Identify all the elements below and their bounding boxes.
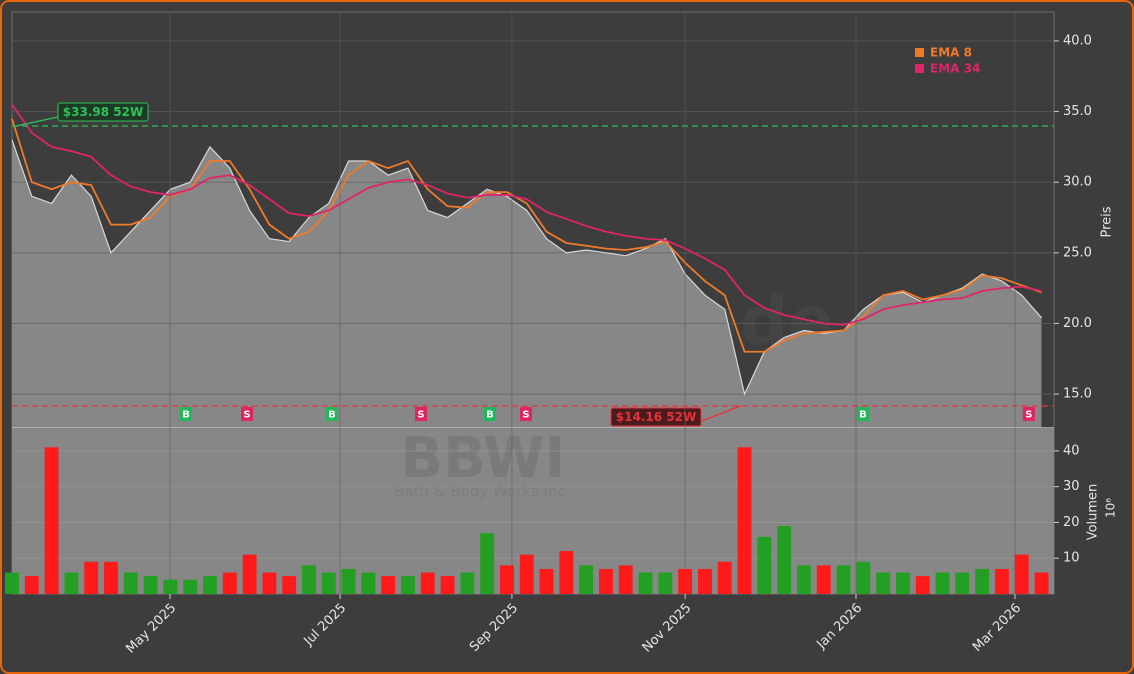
signal-label: B (328, 410, 336, 421)
volume-bar (44, 447, 59, 594)
volume-bar (935, 572, 950, 594)
y-tick-label: 30 (1063, 479, 1080, 494)
volume-bar (658, 572, 673, 594)
legend-swatch (915, 64, 924, 73)
volume-bar (84, 561, 99, 594)
y-tick-label: 25.0 (1063, 245, 1092, 260)
signal-marker (1022, 407, 1035, 421)
volume-bar (440, 576, 455, 594)
volume-bar (143, 576, 158, 594)
annotation-arrow (698, 405, 741, 423)
signal-marker (325, 407, 338, 421)
y-tick-label: 10 (1063, 551, 1080, 566)
volume-bar (698, 568, 712, 594)
signal-label: B (859, 410, 867, 421)
volume-bar (737, 447, 752, 594)
volume-bar (915, 576, 930, 594)
annotation-label: $14.16 52W (616, 410, 696, 424)
signal-marker (483, 407, 496, 421)
annotation-label: $33.98 52W (63, 105, 143, 119)
signal-marker (241, 407, 254, 421)
signal-label: S (243, 410, 250, 421)
volume-bar (618, 565, 633, 594)
annotation-box (610, 407, 702, 427)
volume-bar (1034, 572, 1049, 594)
volume-bar (104, 561, 118, 594)
volume-bar (539, 568, 554, 594)
price-line (11, 139, 1042, 396)
volume-bar (638, 572, 653, 594)
volume-bar (599, 568, 613, 594)
volume-bar (1014, 554, 1029, 594)
volume-bar (302, 565, 316, 594)
y-tick-label: 40 (1063, 443, 1080, 458)
y-tick-label: 40.0 (1063, 33, 1092, 48)
y-tick-label: 35.0 (1063, 104, 1092, 119)
volume-bar (203, 576, 217, 594)
y-axis-unit: 10⁶ (1104, 498, 1118, 518)
volume-bar (975, 568, 990, 594)
volume-bar (678, 568, 693, 594)
volume-bar (995, 568, 1009, 594)
signal-marker (519, 407, 532, 421)
volume-bar (480, 533, 495, 594)
volume-bar (5, 572, 19, 594)
volume-bar (420, 572, 435, 594)
price-area (12, 139, 1042, 428)
volume-bar (24, 576, 39, 594)
signal-marker (856, 407, 869, 421)
volume-bar (519, 554, 534, 594)
volume-bar (361, 572, 376, 594)
legend-label: EMA 8 (930, 46, 972, 60)
y-tick-label: 15.0 (1063, 387, 1092, 402)
volume-bar (401, 576, 415, 594)
y-tick-label: 20.0 (1063, 316, 1092, 331)
volume-bar (757, 536, 772, 594)
signal-label: B (182, 410, 190, 421)
volume-bar (876, 572, 891, 594)
volume-bar (242, 554, 257, 594)
annotation-box (57, 102, 149, 122)
volume-bar (282, 576, 297, 594)
volume-bar (163, 579, 178, 594)
legend-swatch (915, 48, 924, 57)
volume-bar (896, 572, 910, 594)
annotation-arrow (15, 116, 59, 127)
volume-bar (955, 572, 970, 594)
volume-bar (183, 579, 198, 594)
signal-label: S (522, 410, 529, 421)
volume-bar (64, 572, 79, 594)
ema-line (11, 104, 1042, 326)
volume-bar (797, 565, 811, 594)
legend-label: EMA 34 (930, 62, 980, 76)
signal-marker (415, 407, 428, 421)
y-tick-label: 20 (1063, 515, 1080, 530)
volume-bar (381, 576, 396, 594)
volume-bar (856, 561, 871, 594)
signal-label: S (1025, 410, 1032, 421)
signal-label: S (417, 410, 424, 421)
volume-bar (460, 572, 475, 594)
y-tick-label: 30.0 (1063, 175, 1092, 190)
volume-bar (500, 565, 514, 594)
y-axis-label: Volumen (1086, 484, 1101, 541)
volume-bar (816, 565, 831, 594)
volume-bar (222, 572, 237, 594)
volume-bar (717, 561, 732, 594)
watermark-name: Bath & Body Works Inc (394, 483, 565, 501)
volume-bar (579, 565, 594, 594)
y-axis-label: Preis (1100, 206, 1115, 237)
volume-bar (321, 572, 336, 594)
volume-bar (836, 565, 851, 594)
volume-bar (262, 572, 277, 594)
signal-marker (180, 407, 193, 421)
volume-bar (777, 526, 792, 594)
volume-bar (341, 568, 356, 594)
signal-label: B (486, 410, 494, 421)
volume-bar (123, 572, 138, 594)
watermark-ticker: BBWI (401, 426, 566, 491)
volume-bar (559, 551, 574, 594)
